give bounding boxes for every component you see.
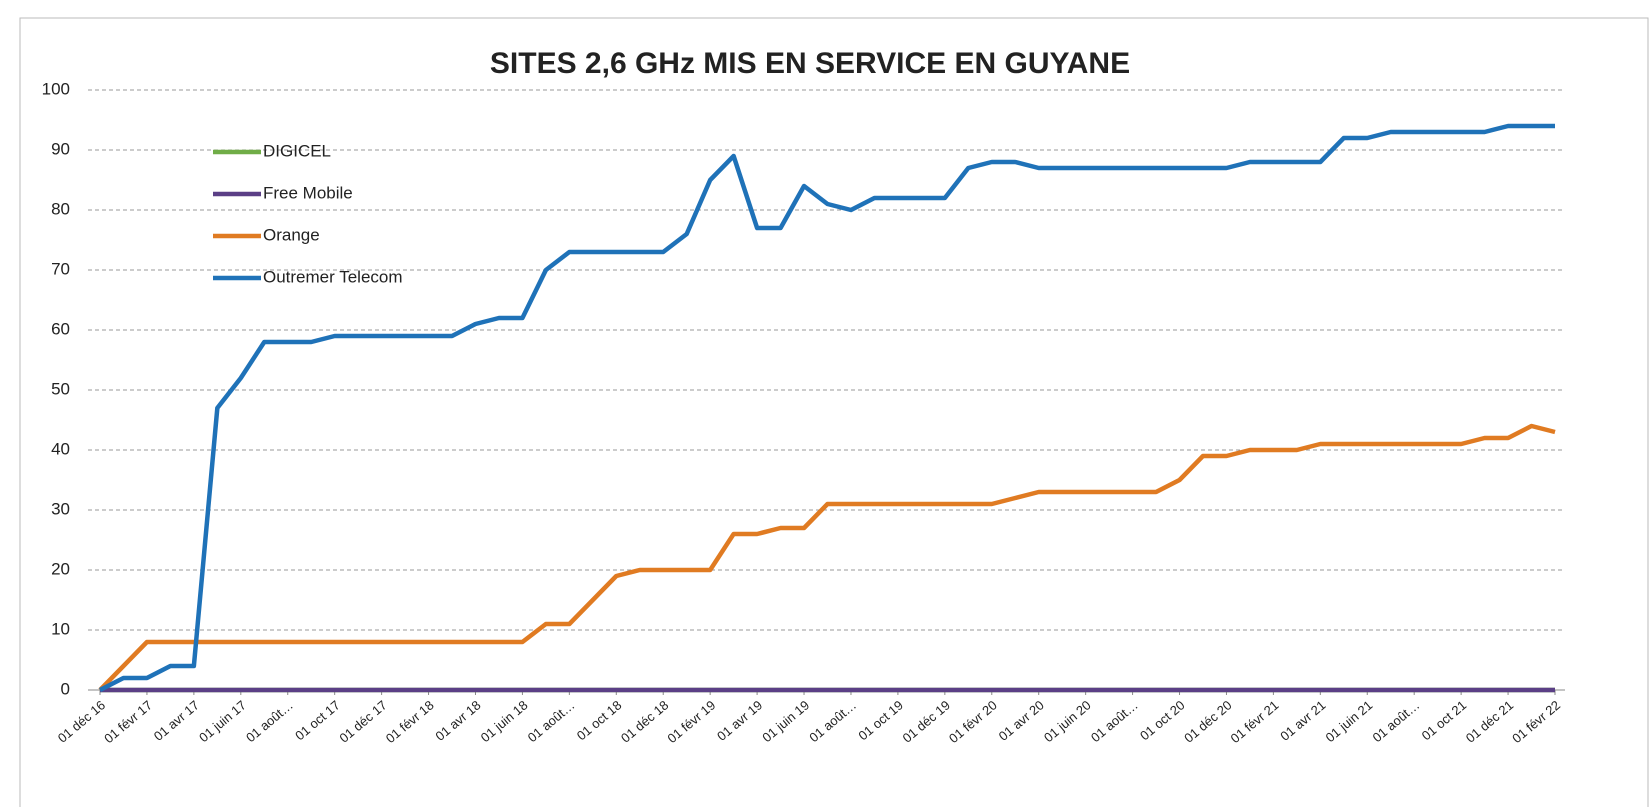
y-tick-label: 30: [51, 499, 70, 518]
y-tick-label: 60: [51, 319, 70, 338]
y-tick-label: 40: [51, 439, 70, 458]
y-tick-label: 70: [51, 259, 70, 278]
y-tick-label: 50: [51, 379, 70, 398]
y-tick-label: 100: [42, 79, 70, 98]
legend-label: Orange: [263, 225, 320, 244]
chart-title: SITES 2,6 GHz MIS EN SERVICE EN GUYANE: [490, 47, 1130, 80]
legend-label: DIGICEL: [263, 141, 331, 160]
y-tick-label: 80: [51, 199, 70, 218]
y-tick-label: 0: [61, 679, 70, 698]
legend-label: Free Mobile: [263, 183, 353, 202]
y-tick-label: 10: [51, 619, 70, 638]
series-line: [98, 123, 1555, 693]
series-line: [98, 423, 1556, 692]
y-tick-label: 20: [51, 559, 70, 578]
y-tick-label: 90: [51, 139, 70, 158]
legend-label: Outremer Telecom: [263, 267, 403, 286]
